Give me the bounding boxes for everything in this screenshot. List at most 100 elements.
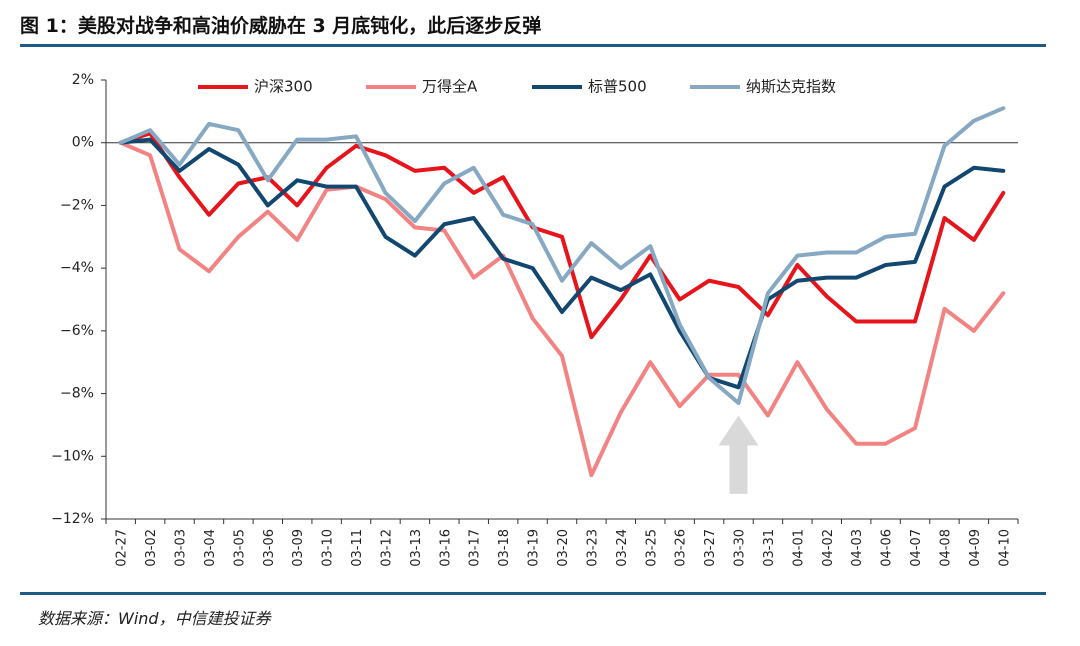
x-tick-label: 03-05 [232,529,247,567]
data-point [325,138,329,142]
data-point [207,122,211,126]
x-tick-label: 03-24 [615,529,630,567]
data-point [648,272,652,276]
top-rule [20,44,1046,47]
series-3 [118,106,1006,405]
data-point [560,279,564,283]
data-point [943,144,946,148]
x-tick-label: 03-03 [174,529,189,567]
data-point [354,185,358,189]
data-point [295,138,299,142]
data-point [884,263,888,267]
data-point [442,229,446,232]
data-point [678,404,682,408]
data-point [766,313,770,317]
data-point [766,291,770,295]
data-point [413,219,417,223]
x-tick-label: 03-04 [203,529,218,567]
x-tick-label: 04-10 [997,529,1012,567]
data-point [442,166,446,170]
legend-item: 沪深300 [198,78,313,96]
data-point [589,276,593,280]
x-tick-label: 03-06 [262,529,277,567]
data-point [913,232,917,236]
data-point [1001,191,1005,195]
data-point [737,373,740,377]
y-tick-label: −12% [51,511,94,527]
series-layer [118,106,1006,478]
data-point [854,276,858,280]
data-point [560,354,564,358]
data-point [678,298,682,301]
x-tick-label: 03-02 [144,529,159,567]
data-point [678,329,682,333]
data-point [589,473,593,477]
data-point [913,426,917,430]
data-point [207,213,211,217]
source-note: 数据来源：Wind，中信建投证券 [38,609,271,628]
data-point [295,178,299,182]
data-point [972,238,976,242]
data-point [531,316,535,320]
x-tick-label: 03-16 [438,529,453,567]
x-tick-label: 03-23 [585,529,600,567]
data-point [884,320,888,323]
data-point [266,210,270,214]
x-tick-label: 03-12 [379,529,394,567]
legend-item: 标普500 [532,78,647,96]
x-tick-label: 03-19 [527,529,542,567]
data-point [119,141,123,145]
data-point [619,266,623,270]
data-point [236,163,240,167]
data-point [295,238,299,242]
data-point [178,169,181,173]
data-point [472,191,476,195]
y-tick-label: −6% [60,323,94,339]
data-point [413,169,417,173]
data-point [501,257,505,261]
data-point [178,163,181,167]
data-point [619,298,623,301]
data-point [943,216,946,220]
x-tick-label: 03-10 [321,529,336,567]
legend-label: 标普500 [588,78,647,96]
data-point [178,175,181,179]
data-point [619,288,623,292]
data-point [972,119,976,123]
x-tick-label: 03-11 [350,529,365,567]
data-point [943,307,946,311]
data-point [236,128,240,132]
data-point [943,185,946,189]
data-point [766,414,770,417]
annotation-layer [718,415,759,494]
data-point [325,188,329,192]
data-point [884,235,888,239]
data-point [795,360,799,364]
data-point [295,203,299,207]
x-tick-label: 03-25 [644,529,659,567]
data-point [501,213,505,217]
x-tick-label: 03-09 [291,529,306,567]
data-point [648,254,652,258]
x-tick-label: 04-08 [938,529,953,567]
data-point [413,225,417,229]
data-point [648,360,652,364]
x-tick-label: 03-18 [497,529,512,567]
data-point [413,254,417,258]
x-tick-label: 03-13 [409,529,424,567]
data-point [854,320,858,323]
data-point [795,263,799,267]
data-point [207,147,211,151]
data-point [148,153,152,157]
x-tick-label: 03-20 [556,529,571,567]
data-point [531,266,535,270]
data-point [325,185,329,189]
y-tick-label: −10% [51,448,94,464]
data-point [531,222,535,226]
data-point [707,376,711,380]
data-point [384,153,387,157]
data-point [825,407,829,411]
x-tick-label: 04-09 [968,529,983,567]
data-point [384,191,387,195]
